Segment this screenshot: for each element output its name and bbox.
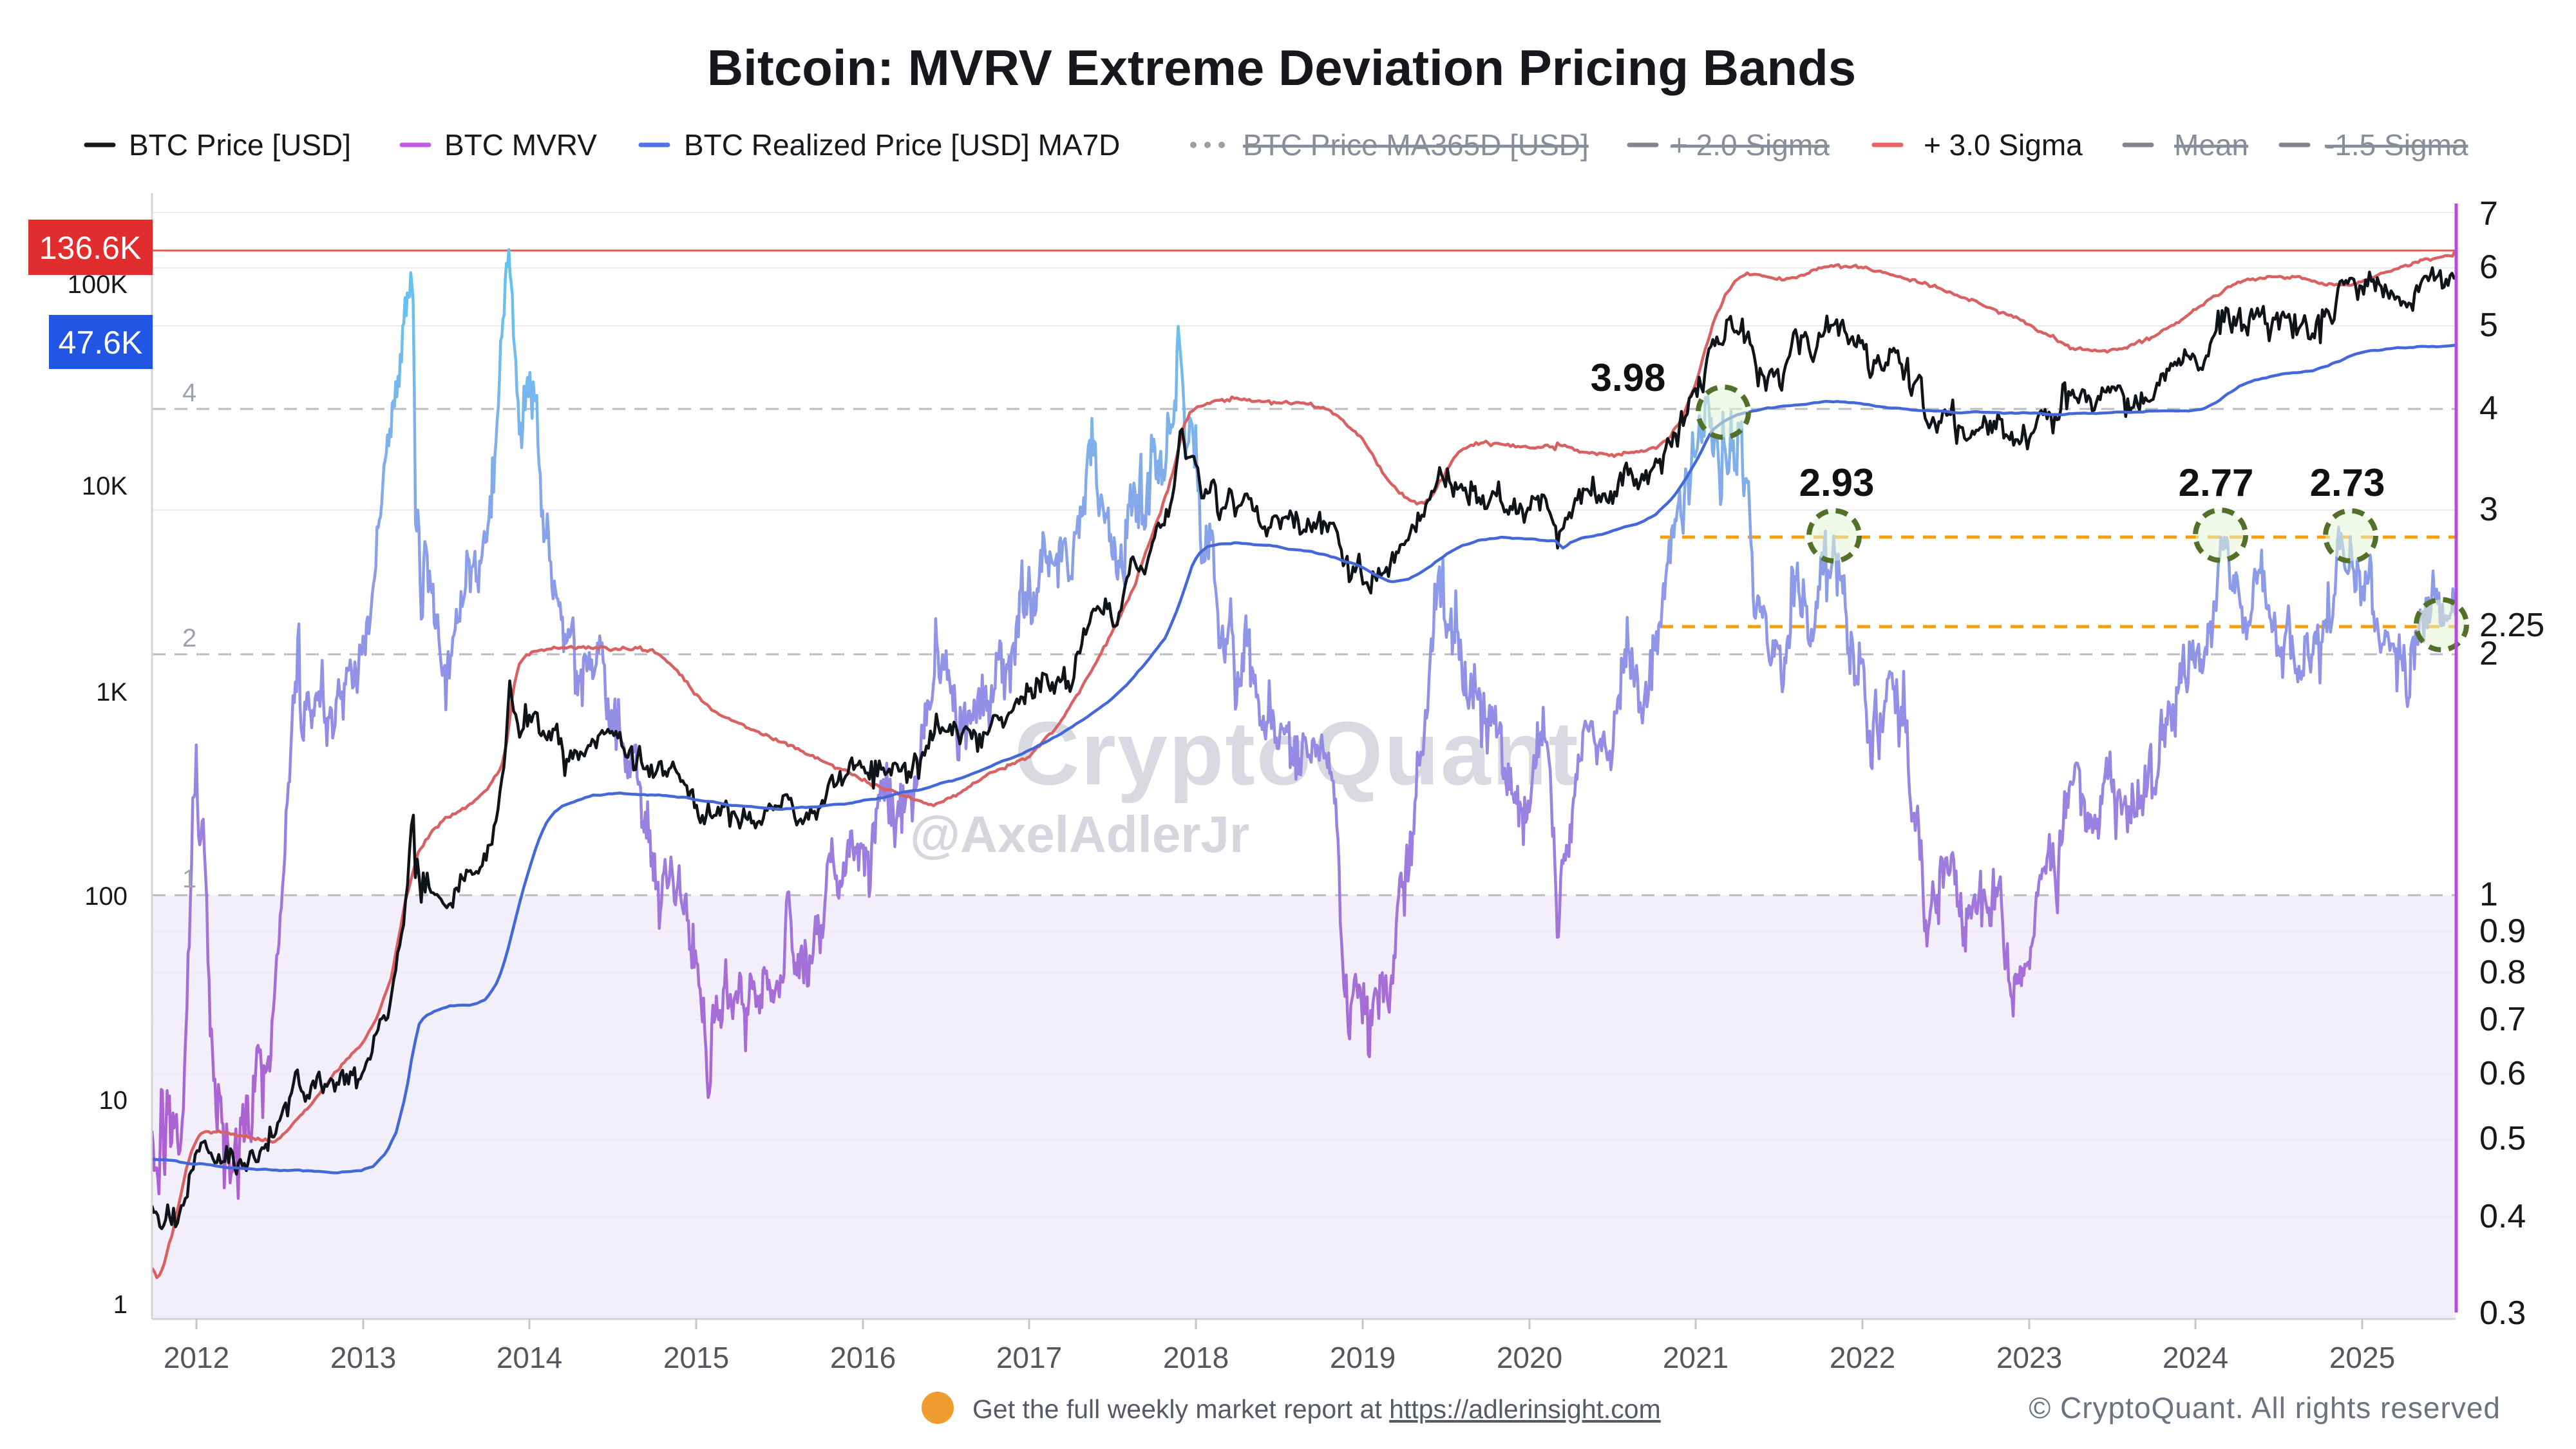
svg-text:100: 100 (84, 882, 128, 911)
svg-text:@AxelAdlerJr: @AxelAdlerJr (910, 806, 1249, 863)
svg-text:2018: 2018 (1163, 1341, 1229, 1374)
svg-text:47.6K: 47.6K (59, 325, 143, 361)
svg-text:136.6K: 136.6K (39, 230, 141, 266)
svg-text:2024: 2024 (2163, 1341, 2228, 1374)
svg-text:2012: 2012 (164, 1341, 229, 1374)
svg-text:1: 1 (113, 1291, 128, 1319)
svg-text:1K: 1K (96, 678, 128, 706)
svg-text:0.6: 0.6 (2479, 1055, 2526, 1092)
svg-text:7: 7 (2479, 195, 2498, 232)
svg-text:-1.5 Sigma: -1.5 Sigma (2325, 128, 2468, 162)
svg-text:100K: 100K (68, 270, 128, 299)
svg-text:2.93: 2.93 (1799, 461, 1875, 504)
svg-text:+ 3.0 Sigma: + 3.0 Sigma (1924, 128, 2083, 162)
svg-text:3.98: 3.98 (1591, 356, 1666, 399)
svg-text:1: 1 (182, 865, 196, 893)
svg-text:2022: 2022 (1830, 1341, 1895, 1374)
svg-text:10K: 10K (82, 472, 128, 500)
svg-text:2023: 2023 (1996, 1341, 2062, 1374)
svg-text:2016: 2016 (830, 1341, 896, 1374)
svg-text:0.9: 0.9 (2479, 913, 2526, 950)
svg-text:BTC MVRV: BTC MVRV (444, 128, 597, 162)
svg-text:0.7: 0.7 (2479, 1001, 2526, 1038)
svg-text:+ 2.0 Sigma: + 2.0 Sigma (1671, 128, 1830, 162)
svg-text:0.4: 0.4 (2479, 1198, 2526, 1235)
svg-text:0.5: 0.5 (2479, 1120, 2526, 1157)
svg-text:BTC Price [USD]: BTC Price [USD] (129, 128, 351, 162)
svg-text:2013: 2013 (330, 1341, 396, 1374)
svg-text:BTC Price MA365D [USD]: BTC Price MA365D [USD] (1243, 128, 1589, 162)
svg-text:0.3: 0.3 (2479, 1294, 2526, 1332)
svg-text:10: 10 (99, 1086, 128, 1115)
svg-text:2020: 2020 (1497, 1341, 1562, 1374)
svg-text:2014: 2014 (497, 1341, 562, 1374)
svg-text:2021: 2021 (1663, 1341, 1728, 1374)
svg-text:4: 4 (2479, 390, 2498, 427)
svg-text:Get the full weekly market rep: Get the full weekly market report at htt… (972, 1394, 1661, 1424)
svg-text:2015: 2015 (663, 1341, 729, 1374)
svg-text:© CryptoQuant. All rights rese: © CryptoQuant. All rights reserved (2029, 1391, 2501, 1425)
svg-text:Mean: Mean (2174, 128, 2248, 162)
svg-text:6: 6 (2479, 249, 2498, 286)
svg-text:2.77: 2.77 (2179, 461, 2254, 504)
svg-text:5: 5 (2479, 307, 2498, 344)
svg-text:2: 2 (2479, 635, 2498, 672)
svg-text:2: 2 (182, 624, 196, 652)
svg-text:2017: 2017 (996, 1341, 1062, 1374)
svg-text:3: 3 (2479, 491, 2498, 528)
svg-text:Bitcoin: MVRV Extreme Deviatio: Bitcoin: MVRV Extreme Deviation Pricing … (707, 39, 1856, 96)
svg-text:4: 4 (182, 379, 196, 407)
svg-text:2.73: 2.73 (2310, 461, 2385, 504)
svg-text:0.8: 0.8 (2479, 954, 2526, 991)
svg-text:BTC Realized Price [USD] MA7D: BTC Realized Price [USD] MA7D (684, 128, 1120, 162)
svg-text:2025: 2025 (2329, 1341, 2395, 1374)
svg-text:2.25: 2.25 (2479, 607, 2544, 644)
svg-text:2019: 2019 (1330, 1341, 1396, 1374)
svg-text:1: 1 (2479, 876, 2498, 913)
